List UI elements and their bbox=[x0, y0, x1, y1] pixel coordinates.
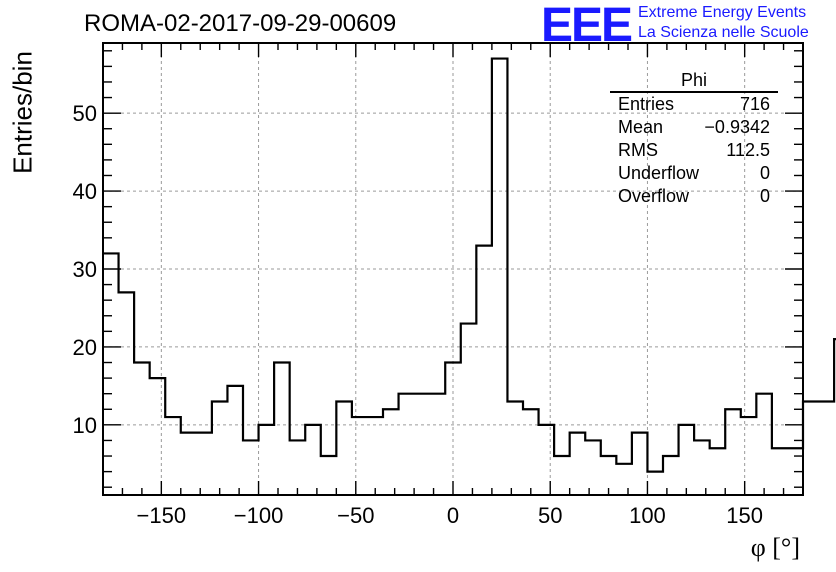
histogram-series bbox=[103, 57, 836, 473]
eee-logo: EEE bbox=[541, 0, 633, 52]
stats-row-mean: Mean −0.9342 bbox=[610, 116, 778, 139]
stats-value: −0.9342 bbox=[704, 117, 770, 137]
chart-title: ROMA-02-2017-09-29-00609 bbox=[84, 10, 397, 37]
x-tick-label: 0 bbox=[447, 503, 459, 528]
stats-box: Phi Entries 716 Mean −0.9342 RMS 112.5 Unde… bbox=[610, 69, 778, 208]
x-tick-label: −150 bbox=[137, 503, 187, 528]
x-tick-label: 100 bbox=[629, 503, 666, 528]
y-tick-label: 40 bbox=[73, 179, 97, 204]
stats-value: 112.5 bbox=[726, 140, 770, 160]
y-axis-label: Entries/bin bbox=[7, 51, 38, 174]
y-tick-label: 10 bbox=[73, 413, 97, 438]
stats-row-underflow: Underflow 0 bbox=[610, 162, 778, 185]
stats-row-entries: Entries 716 bbox=[610, 93, 778, 116]
logo-caption-line1: Extreme Energy Events bbox=[638, 4, 807, 21]
logo-caption: Extreme Energy Events La Scienza nelle S… bbox=[638, 3, 809, 43]
stats-label: Entries bbox=[618, 94, 675, 114]
x-tick-label: −100 bbox=[234, 503, 284, 528]
y-tick-label: 20 bbox=[73, 335, 97, 360]
x-axis-label: φ [°] bbox=[750, 533, 800, 562]
stats-value: 0 bbox=[759, 186, 770, 206]
tick-labels: −150 −100 −50 0 50 100 150 10 20 30 40 50 bbox=[73, 101, 764, 528]
stats-label: Overflow bbox=[618, 186, 690, 206]
x-tick-label: −50 bbox=[337, 503, 374, 528]
stats-title: Phi bbox=[610, 69, 778, 93]
logo-caption-line2: La Scienza nelle Scuole bbox=[638, 24, 809, 41]
x-tick-label: 50 bbox=[538, 503, 562, 528]
stats-row-overflow: Overflow 0 bbox=[610, 185, 778, 208]
stats-row-rms: RMS 112.5 bbox=[610, 139, 778, 162]
stats-label: RMS bbox=[618, 140, 658, 160]
stats-value: 0 bbox=[759, 163, 770, 183]
axis-ticks bbox=[102, 43, 804, 495]
y-tick-label: 30 bbox=[73, 257, 97, 282]
stats-label: Mean bbox=[618, 117, 664, 137]
y-tick-label: 50 bbox=[73, 101, 97, 126]
stats-label: Underflow bbox=[618, 163, 700, 183]
stats-value: 716 bbox=[739, 94, 770, 114]
x-tick-label: 150 bbox=[726, 503, 763, 528]
